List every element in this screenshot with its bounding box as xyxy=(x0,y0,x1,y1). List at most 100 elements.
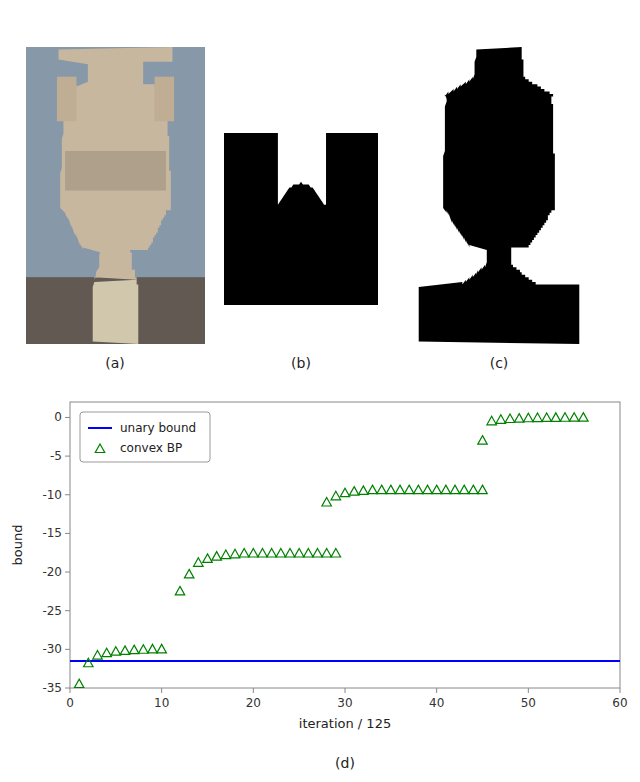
marks xyxy=(70,413,620,688)
point xyxy=(386,485,396,494)
point xyxy=(84,658,94,667)
y-tick xyxy=(65,649,70,650)
y-tick xyxy=(65,456,70,457)
point xyxy=(276,549,286,558)
panel-label: (a) xyxy=(105,355,125,371)
panel-label: (c) xyxy=(490,355,509,371)
x-tick-label: 0 xyxy=(66,696,74,710)
point xyxy=(93,651,103,660)
point xyxy=(569,413,579,422)
y-tick-label: -30 xyxy=(42,642,62,656)
x-axis-label: iteration / 125 xyxy=(299,716,391,731)
legend-swatch xyxy=(95,444,105,453)
point xyxy=(120,646,130,655)
point xyxy=(423,485,433,494)
y-axis-label: bound xyxy=(10,525,25,566)
vase-silhouette xyxy=(403,47,595,344)
x-tick-label: 30 xyxy=(337,696,352,710)
panel-label: (d) xyxy=(335,755,355,771)
x-tick-label: 10 xyxy=(154,696,169,710)
point xyxy=(487,416,497,425)
point xyxy=(258,549,268,558)
y-tick xyxy=(65,417,70,418)
point xyxy=(331,549,341,558)
y-tick-label: -10 xyxy=(42,488,62,502)
x-tick-label: 60 xyxy=(612,696,627,710)
legend-label: unary bound xyxy=(120,421,196,435)
point xyxy=(349,487,359,496)
point xyxy=(478,436,488,445)
plot: 01020304050600-5-10-15-20-25-30-35 xyxy=(42,402,627,710)
point xyxy=(441,485,451,494)
vase-photo xyxy=(26,47,205,344)
point xyxy=(469,485,479,494)
point xyxy=(102,648,112,657)
point xyxy=(139,645,149,654)
legend: unary bound convex BP xyxy=(80,412,210,462)
point xyxy=(74,679,84,688)
point xyxy=(294,549,304,558)
legend-swatch xyxy=(88,427,112,429)
point xyxy=(203,554,213,563)
point xyxy=(267,549,277,558)
point xyxy=(450,485,460,494)
x-tick xyxy=(528,688,529,693)
figure: (a)(b)(c)01020304050600-5-10-15-20-25-30… xyxy=(0,0,640,782)
y-tick-label: -15 xyxy=(42,526,62,540)
point xyxy=(239,549,249,558)
y-tick xyxy=(65,610,70,611)
point xyxy=(514,414,524,423)
point xyxy=(359,486,369,495)
point xyxy=(414,485,424,494)
x-tick-label: 20 xyxy=(246,696,261,710)
point xyxy=(157,644,167,653)
y-tick xyxy=(65,572,70,573)
point xyxy=(395,485,405,494)
legend-box xyxy=(80,412,210,462)
y-tick-label: -35 xyxy=(42,681,62,695)
point xyxy=(285,549,295,558)
point xyxy=(230,549,240,558)
point xyxy=(221,550,231,559)
point xyxy=(249,549,259,558)
point xyxy=(579,413,589,422)
point xyxy=(175,586,185,595)
y-tick-label: -25 xyxy=(42,604,62,618)
x-tick xyxy=(620,688,621,693)
binary-mask xyxy=(224,133,378,305)
x-tick xyxy=(436,688,437,693)
point xyxy=(377,485,387,494)
y-tick xyxy=(65,688,70,689)
point xyxy=(404,485,414,494)
point xyxy=(111,647,121,656)
plot-frame xyxy=(70,402,620,688)
legend-label: convex BP xyxy=(120,441,182,455)
point xyxy=(505,414,515,423)
point xyxy=(194,558,204,567)
point xyxy=(533,413,543,422)
point xyxy=(551,413,561,422)
y-tick-label: -5 xyxy=(50,449,62,463)
y-tick xyxy=(65,494,70,495)
panel-label: (b) xyxy=(291,355,311,371)
y-tick-label: 0 xyxy=(54,410,62,424)
point xyxy=(212,552,222,561)
point xyxy=(304,549,314,558)
point xyxy=(459,485,469,494)
point xyxy=(322,549,332,558)
x-tick-label: 40 xyxy=(429,696,444,710)
point xyxy=(542,413,552,422)
point xyxy=(331,491,341,500)
point xyxy=(478,485,488,494)
point xyxy=(432,485,442,494)
x-tick-label: 50 xyxy=(521,696,536,710)
point xyxy=(368,485,378,494)
point xyxy=(184,569,194,578)
x-tick xyxy=(345,688,346,693)
point xyxy=(496,415,506,424)
point xyxy=(313,549,323,558)
point xyxy=(148,644,158,653)
point xyxy=(129,645,139,654)
x-tick xyxy=(253,688,254,693)
point xyxy=(340,488,350,497)
